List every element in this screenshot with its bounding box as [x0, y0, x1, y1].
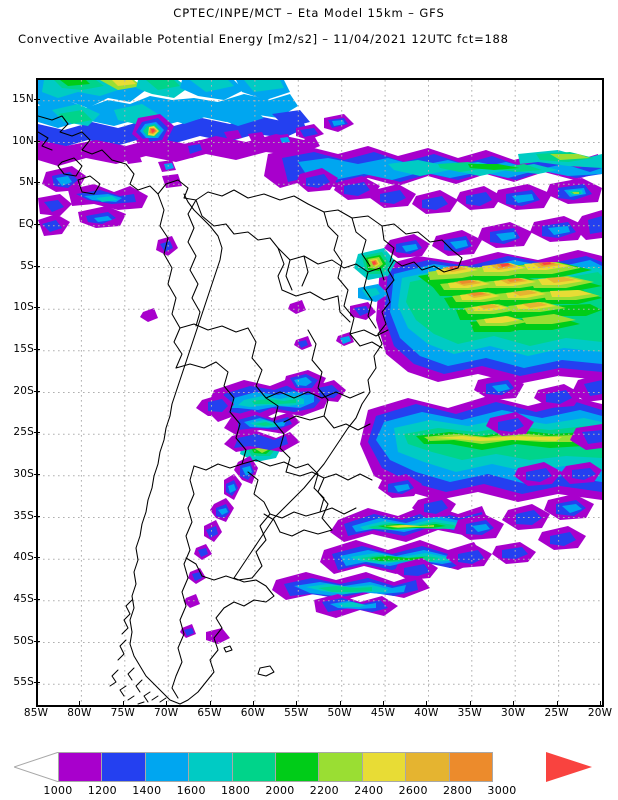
- map-x-axis: 85W 80W 75W 70W 65W 60W 55W 50W 45W 40W 35W 30W 25W 2…: [24, 701, 612, 724]
- x-tick-label: 50W: [327, 707, 352, 719]
- colorbar-tick-label: 1000: [43, 784, 73, 797]
- y-tick-mark: [34, 140, 40, 142]
- x-tick-label: 80W: [67, 707, 92, 719]
- x-tick-label: 25W: [544, 707, 569, 719]
- y-tick-label: 10S: [13, 301, 34, 314]
- x-tick-mark: [339, 701, 341, 707]
- colorbar-segment: [361, 752, 407, 782]
- colorbar-tick-label: 2800: [442, 784, 473, 797]
- colorbar-tick-label: 2200: [309, 784, 339, 797]
- map-plot-area[interactable]: [36, 78, 604, 707]
- x-tick-mark: [79, 701, 81, 707]
- x-tick-label: 60W: [240, 707, 266, 719]
- colorbar-tick-labels: 1000 1200 1400 1600 1800 2000 2200 2400 2600 2800…: [0, 784, 618, 800]
- y-tick-label: 5S: [20, 259, 34, 272]
- x-tick-mark: [600, 701, 601, 707]
- colorbar-tick-label: 2600: [398, 784, 428, 797]
- y-tick-label: 5N: [19, 176, 34, 189]
- y-tick-mark: [34, 390, 40, 392]
- map-coastlines: [38, 115, 463, 705]
- colorbar-segment: [231, 752, 276, 782]
- colorbar-tick-label: 1800: [220, 784, 251, 797]
- x-tick-mark: [426, 701, 428, 707]
- colorbar-tick-label: 3000: [487, 784, 517, 797]
- x-tick-label: 70W: [153, 707, 179, 719]
- x-tick-mark: [296, 701, 298, 707]
- x-tick-mark: [513, 701, 515, 707]
- x-tick-mark: [469, 701, 471, 707]
- y-tick-label: 40S: [13, 551, 34, 564]
- colorbar-swatches: [58, 752, 493, 782]
- x-tick-label: 20W: [587, 707, 613, 719]
- y-tick-mark: [34, 557, 40, 559]
- y-tick-label: 45S: [13, 592, 34, 605]
- colorbar-segment: [318, 752, 363, 782]
- colorbar-segment: [274, 752, 320, 782]
- y-tick-mark: [34, 98, 40, 100]
- y-tick-mark: [34, 682, 40, 684]
- map-y-axis: 15N 10N 5N EQ 5S 10S 15S 20S 25S 30S 35S 40S 45S 50S 5…: [0, 78, 40, 707]
- y-tick-label: EQ: [18, 217, 34, 230]
- colorbar-tick-label: 1400: [132, 784, 162, 797]
- y-tick-mark: [34, 640, 40, 642]
- x-tick-label: 30W: [501, 707, 526, 719]
- y-tick-label: 55S: [13, 676, 34, 689]
- x-tick-mark: [556, 701, 558, 707]
- x-tick-label: 65W: [197, 707, 222, 719]
- y-tick-mark: [34, 223, 40, 225]
- y-tick-label: 15S: [13, 342, 34, 355]
- x-tick-mark: [166, 701, 168, 707]
- y-tick-label: 10N: [12, 134, 34, 147]
- colorbar-segment: [101, 752, 146, 782]
- x-tick-label: 85W: [23, 707, 49, 719]
- y-tick-mark: [34, 265, 40, 267]
- y-tick-label: 50S: [13, 634, 34, 647]
- x-tick-mark: [122, 701, 124, 707]
- colorbar-segment: [144, 752, 190, 782]
- page-subtitle: Convective Available Potential Energy [m…: [18, 32, 509, 46]
- colorbar-segment: [58, 752, 103, 782]
- y-tick-label: 15N: [12, 92, 34, 105]
- y-tick-mark: [34, 473, 40, 475]
- x-tick-label: 35W: [457, 707, 483, 719]
- x-tick-mark: [209, 701, 211, 707]
- y-tick-label: 20S: [13, 384, 34, 397]
- colorbar-tick-label: 1600: [176, 784, 206, 797]
- colorbar[interactable]: 1000 1200 1400 1600 1800 2000 2200 2400 2600 2800…: [0, 746, 618, 800]
- colorbar-segment: [448, 752, 493, 782]
- x-tick-label: 40W: [414, 707, 439, 719]
- colorbar-segment: [188, 752, 233, 782]
- colorbar-segment: [405, 752, 450, 782]
- y-tick-label: 30S: [13, 467, 34, 480]
- x-tick-label: 55W: [284, 707, 309, 719]
- x-tick-mark: [36, 701, 37, 707]
- y-tick-mark: [34, 598, 40, 600]
- cape-heatmap-svg: [38, 80, 602, 705]
- y-tick-mark: [34, 515, 40, 517]
- x-tick-label: 75W: [110, 707, 135, 719]
- x-tick-label: 45W: [370, 707, 396, 719]
- colorbar-above-max-arrow: [546, 752, 592, 782]
- map-canvas: [38, 80, 602, 705]
- colorbar-tick-label: 1200: [87, 784, 117, 797]
- x-tick-mark: [383, 701, 385, 707]
- colorbar-tick-label: 2000: [265, 784, 295, 797]
- colorbar-below-min-arrow: [14, 752, 60, 782]
- y-tick-mark: [34, 182, 40, 184]
- x-tick-mark: [252, 701, 254, 707]
- y-tick-mark: [34, 307, 40, 309]
- y-tick-mark: [34, 348, 40, 350]
- map-gridlines: [38, 80, 602, 705]
- y-tick-label: 25S: [13, 426, 34, 439]
- cape-field: [38, 80, 602, 644]
- y-tick-mark: [34, 432, 40, 434]
- y-tick-label: 35S: [13, 509, 34, 522]
- colorbar-tick-label: 2400: [354, 784, 384, 797]
- page-title: CPTEC/INPE/MCT – Eta Model 15km – GFS: [173, 6, 445, 20]
